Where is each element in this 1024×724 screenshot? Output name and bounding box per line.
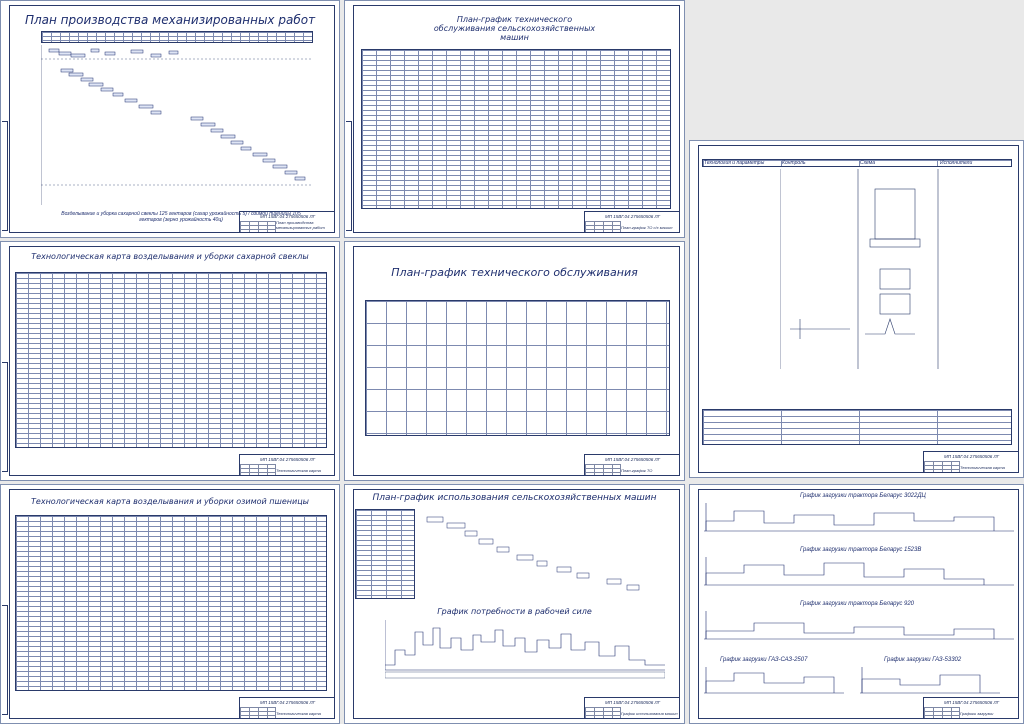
title-block: МП 15ВГ.04 275650506 ЛГ План производства… <box>239 211 335 233</box>
sheet-title: План-график технического обслуживания се… <box>433 15 596 42</box>
sheet-maintenance-plan: План-график технического обслуживания МП… <box>344 241 685 481</box>
sheet-title: План-график использования сельскохозяйст… <box>372 493 657 503</box>
sheet-frame <box>698 489 1019 719</box>
usage-bars <box>426 516 640 591</box>
chart-title-3: График загрузки трактора Беларус 920 <box>800 601 914 607</box>
col-control: Контроль <box>782 160 806 166</box>
sheet-top-right-blank <box>689 0 1024 137</box>
sheet-technology-scheme: Технология и параметры Контроль Схема Ис… <box>689 140 1024 478</box>
maintenance-schedule-table <box>365 300 670 436</box>
title-block: МП 15ВГ.04 275650506 ЛГ План-график ТО с/… <box>584 211 680 233</box>
sheet-frame <box>353 489 680 719</box>
wheat-operations-table <box>15 515 327 691</box>
sheet-machine-usage: План-график использования сельскохозяйст… <box>344 484 685 724</box>
chart-title-2: График загрузки трактора Беларус 1523В <box>800 547 922 553</box>
labour-chart-title: График потребности в рабочей силе <box>437 607 592 616</box>
sheet-maintenance-machines: План-график технического обслуживания се… <box>344 0 685 238</box>
drawing-name: План производства механизированных работ <box>276 220 325 230</box>
title-block: МП 15ВГ.04 275650506 ЛГ Графики загрузки <box>923 697 1019 719</box>
drawing-code: МП 15ВГ.04 275650506 ЛГ <box>259 457 316 462</box>
crop-note: Возделывание и уборка сахарной свеклы 12… <box>61 211 301 223</box>
drawing-name: План-график ТО <box>621 468 653 473</box>
drawing-code: МП 15ВГ.04 275650506 ЛГ <box>604 700 661 705</box>
col-executors: Исполнители <box>940 160 973 166</box>
sheet-frame <box>9 246 335 476</box>
labour-chart <box>385 620 665 679</box>
gantt-bars <box>41 45 313 205</box>
sheet-frame <box>698 145 1019 473</box>
sheet-load-charts: График загрузки трактора Беларус 3022ДЦ … <box>689 484 1024 724</box>
load-chart-5 <box>860 667 1000 694</box>
side-stamp <box>2 362 8 472</box>
side-stamp <box>2 605 8 715</box>
load-chart-2 <box>704 557 1014 586</box>
drawing-code: МП 15ВГ.04 275650506 ЛГ <box>604 457 661 462</box>
machine-scheme-drawing <box>780 169 939 369</box>
sheet-title: Технологическая карта возделывания и убо… <box>31 252 309 261</box>
col-technology: Технология и параметры <box>704 160 765 166</box>
drawing-name: График использования машин <box>621 711 678 716</box>
drawing-code: МП 15ВГ.04 275650506 ЛГ <box>259 214 316 219</box>
load-chart-3 <box>704 611 1014 640</box>
title-block: МП 15ВГ.04 275650506 ЛГ План-график ТО <box>584 454 680 476</box>
col-scheme: Схема <box>860 160 875 166</box>
drawing-code: МП 15ВГ.04 275650506 ЛГ <box>604 214 661 219</box>
sheet-frame <box>9 5 335 233</box>
schedule-header-grid <box>41 31 313 43</box>
scheme-header <box>702 159 1012 167</box>
scheme-footer-table <box>702 409 1012 445</box>
side-stamp <box>2 121 8 231</box>
drawing-code: МП 15ВГ.04 275650506 ЛГ <box>259 700 316 705</box>
title-block: МП 15ВГ.04 275650506 ЛГ График использова… <box>584 697 680 719</box>
chart-title-4: График загрузки ГАЗ-САЗ-2507 <box>720 657 808 663</box>
sheet-title: План-график технического обслуживания <box>391 266 638 279</box>
sheet-frame <box>353 5 680 233</box>
load-chart-1 <box>704 503 1014 532</box>
drawing-name: Графики загрузки <box>960 711 994 716</box>
sheet-frame <box>9 489 335 719</box>
sheet-frame <box>353 246 680 476</box>
title-block: МП 15ВГ.04 275650506 ЛГ Технологическая к… <box>239 454 335 476</box>
drawing-name: Технологическая карта <box>276 468 321 473</box>
drawing-name: Технологическая карта <box>960 465 1005 470</box>
drawing-code: МП 15ВГ.04 275650506 ЛГ <box>943 454 1000 459</box>
sheet-title: Технологическая карта возделывания и убо… <box>31 497 309 506</box>
title-block: МП 15ВГ.04 275650506 ЛГ Технологическая к… <box>239 697 335 719</box>
chart-title-5: График загрузки ГАЗ-53302 <box>884 657 962 663</box>
sheet-technology-beet: Технологическая карта возделывания и убо… <box>0 241 340 481</box>
sheet-technology-wheat: Технологическая карта возделывания и убо… <box>0 484 340 724</box>
side-stamp <box>346 121 352 231</box>
drawing-code: МП 15ВГ.04 275650506 ЛГ <box>943 700 1000 705</box>
title-block: МП 15ВГ.04 275650506 ЛГ Технологическая к… <box>923 451 1019 473</box>
maintenance-table <box>361 49 671 209</box>
load-chart-4 <box>704 667 844 694</box>
drawing-name: План-график ТО с/х машин <box>621 225 673 230</box>
sheet-title: План производства механизированных работ <box>24 13 316 27</box>
usage-table <box>355 509 415 599</box>
beet-operations-table <box>15 272 327 448</box>
drawing-name: Технологическая карта <box>276 711 321 716</box>
chart-title-1: График загрузки трактора Беларус 3022ДЦ <box>800 493 926 499</box>
sheet-production-plan: План производства механизированных работ… <box>0 0 340 238</box>
